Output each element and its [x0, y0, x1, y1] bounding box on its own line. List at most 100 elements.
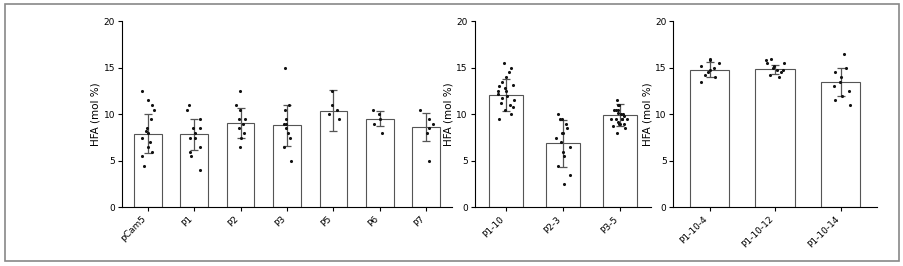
- Point: [180, 108, 194, 112]
- Point: [610, 131, 624, 135]
- Point: [775, 68, 789, 72]
- Point: [503, 66, 517, 70]
- Point: [610, 110, 625, 115]
- Point: [278, 122, 293, 126]
- Point: [554, 149, 569, 154]
- Point: [563, 173, 577, 177]
- Point: [422, 117, 436, 121]
- Point: [842, 103, 856, 107]
- Point: [694, 80, 708, 84]
- Point: [550, 163, 564, 168]
- Point: [606, 108, 620, 112]
- Point: [138, 129, 153, 133]
- Point: [371, 112, 386, 117]
- Point: [422, 126, 436, 131]
- Point: [703, 56, 717, 61]
- Point: [141, 98, 155, 103]
- Point: [618, 126, 632, 131]
- Point: [279, 126, 293, 131]
- Point: [770, 75, 785, 79]
- Point: [825, 84, 840, 89]
- Point: [554, 117, 569, 121]
- Point: [608, 108, 622, 112]
- Point: [419, 131, 433, 135]
- Point: [282, 103, 296, 107]
- Point: [776, 61, 790, 65]
- Point: [187, 136, 201, 140]
- Point: [507, 98, 521, 103]
- Point: [838, 66, 852, 70]
- Point: [773, 70, 787, 75]
- Point: [135, 154, 149, 159]
- Point: [619, 117, 633, 121]
- Point: [833, 94, 848, 98]
- Point: [237, 117, 252, 121]
- Point: [135, 136, 149, 140]
- Point: [616, 112, 630, 117]
- Point: [556, 182, 571, 186]
- Bar: [227, 123, 255, 207]
- Point: [498, 75, 513, 79]
- Point: [183, 154, 198, 159]
- Point: [144, 117, 158, 121]
- Point: [276, 122, 291, 126]
- Y-axis label: HFA (mol %): HFA (mol %): [442, 82, 453, 146]
- Point: [505, 105, 519, 109]
- Point: [373, 117, 387, 121]
- Point: [495, 95, 509, 100]
- Point: [614, 117, 628, 121]
- Point: [549, 136, 563, 140]
- Point: [706, 66, 721, 70]
- Point: [135, 89, 149, 93]
- Point: [707, 75, 721, 79]
- Point: [553, 117, 567, 121]
- Point: [502, 103, 517, 107]
- Point: [614, 117, 628, 121]
- Point: [490, 89, 505, 93]
- Point: [758, 58, 772, 63]
- Point: [422, 159, 436, 163]
- Point: [498, 86, 512, 90]
- Bar: [820, 82, 860, 207]
- Point: [562, 145, 576, 149]
- Point: [554, 131, 569, 135]
- Point: [503, 112, 517, 117]
- Point: [616, 114, 630, 118]
- Point: [140, 131, 154, 135]
- Point: [555, 131, 570, 135]
- Point: [497, 108, 511, 112]
- Point: [192, 126, 207, 131]
- Point: [610, 108, 625, 112]
- Point: [233, 145, 247, 149]
- Point: [766, 64, 780, 68]
- Point: [233, 89, 247, 93]
- Bar: [180, 134, 208, 207]
- Point: [491, 117, 506, 121]
- Point: [609, 117, 623, 121]
- Point: [374, 131, 388, 135]
- Point: [279, 117, 293, 121]
- Point: [182, 103, 196, 107]
- Point: [611, 122, 626, 126]
- Point: [321, 112, 336, 117]
- Point: [496, 61, 510, 65]
- Point: [284, 159, 298, 163]
- Point: [613, 112, 628, 117]
- Point: [281, 131, 295, 135]
- Point: [694, 64, 708, 68]
- Point: [610, 103, 625, 107]
- Point: [832, 80, 846, 84]
- Point: [765, 66, 779, 70]
- Y-axis label: HFA (mol %): HFA (mol %): [90, 82, 101, 146]
- Point: [325, 89, 340, 93]
- Point: [144, 103, 159, 107]
- Y-axis label: HFA (mol %): HFA (mol %): [641, 82, 652, 146]
- Point: [555, 154, 570, 159]
- Point: [147, 108, 162, 112]
- Point: [836, 52, 851, 56]
- Point: [425, 122, 440, 126]
- Point: [611, 103, 626, 107]
- Point: [833, 75, 848, 79]
- Point: [413, 108, 427, 112]
- Point: [763, 56, 777, 61]
